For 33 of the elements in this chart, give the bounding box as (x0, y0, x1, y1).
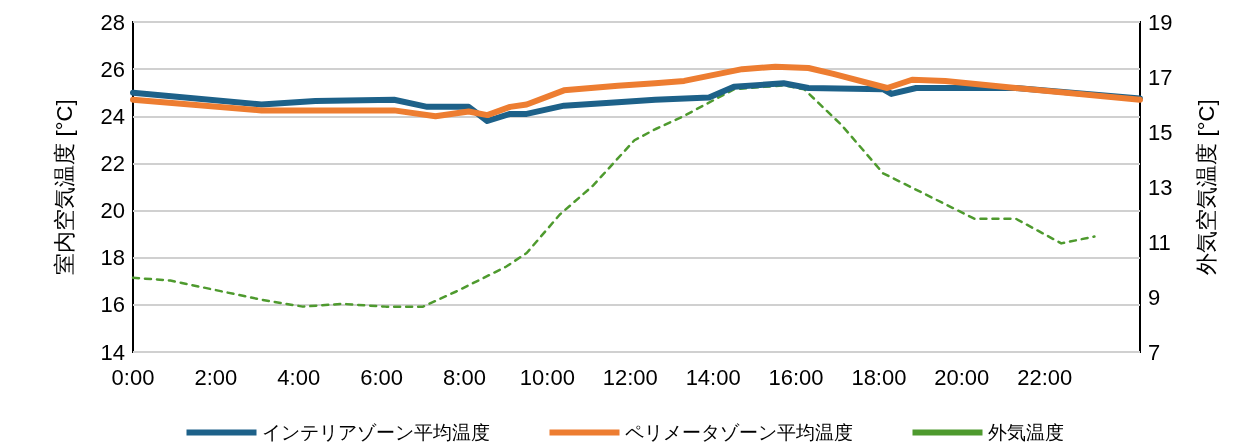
legend-label: 外気温度 (987, 422, 1064, 443)
x-tick-label: 10:00 (519, 364, 575, 390)
y-tick-label: 28 (100, 9, 125, 35)
x-tick-label: 20:00 (934, 364, 990, 390)
x-tick-label: 22:00 (1017, 364, 1073, 390)
y-tick-label: 14 (100, 339, 125, 365)
y-axis-title: 室内空気温度 [°C] (51, 99, 77, 275)
legend-label: ペリメータゾーン平均温度 (624, 422, 853, 443)
x-tick-label: 4:00 (277, 364, 321, 390)
x-tick-label: 0:00 (111, 364, 155, 390)
y2-tick-label: 13 (1148, 174, 1173, 200)
y2-tick-label: 11 (1148, 229, 1171, 255)
y-tick-label: 16 (100, 292, 125, 318)
y-tick-label: 26 (100, 56, 125, 82)
y2-tick-label: 19 (1148, 9, 1173, 35)
y-tick-label: 24 (100, 103, 125, 129)
y2-tick-label: 17 (1148, 64, 1173, 90)
x-tick-label: 6:00 (360, 364, 404, 390)
x-tick-label: 12:00 (602, 364, 658, 390)
x-tick-label: 2:00 (194, 364, 238, 390)
x-tick-label: 16:00 (768, 364, 824, 390)
y-tick-label: 20 (100, 198, 125, 224)
y2-axis-title: 外気空気温度 [°C] (1193, 99, 1219, 275)
line-series (131, 84, 1096, 308)
x-tick-label: 18:00 (851, 364, 907, 390)
y2-tick-label: 15 (1148, 119, 1173, 145)
x-tick-label: 8:00 (443, 364, 486, 390)
y2-tick-label: 9 (1148, 284, 1161, 310)
x-tick-label: 14:00 (685, 364, 741, 390)
y-tick-label: 18 (100, 245, 125, 271)
legend-label: インテリアゾーン平均温度 (261, 422, 490, 443)
y2-tick-label: 7 (1148, 339, 1161, 365)
y-tick-label: 22 (100, 150, 125, 176)
